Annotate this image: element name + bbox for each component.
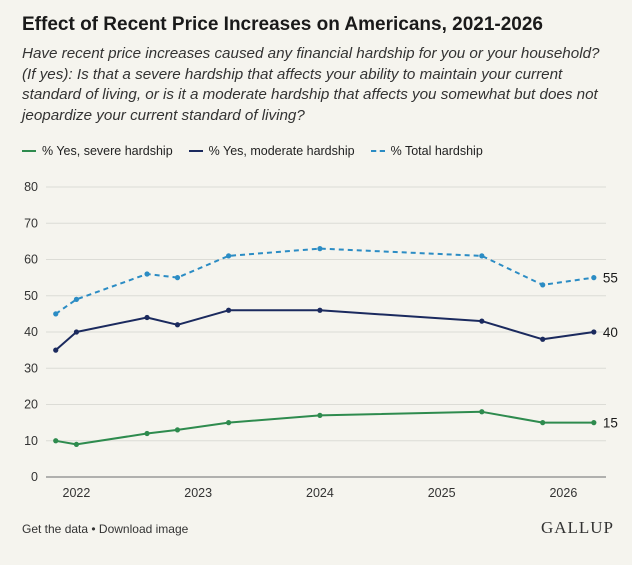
y-tick-label: 60: [24, 253, 38, 267]
series-line-2: [55, 247, 594, 315]
legend: % Yes, severe hardship % Yes, moderate h…: [22, 144, 483, 158]
chart-subtitle: Have recent price increases caused any f…: [22, 45, 600, 124]
legend-item-total: % Total hardship: [370, 144, 483, 158]
legend-item-moderate: % Yes, moderate hardship: [188, 144, 355, 158]
data-point: [317, 412, 323, 418]
legend-label-severe: % Yes, severe hardship: [42, 144, 173, 158]
data-point: [174, 275, 181, 281]
end-value-label: 40: [603, 325, 618, 340]
footer-links: Get the data • Download image: [22, 522, 188, 536]
y-tick-label: 0: [31, 470, 38, 484]
data-point: [226, 307, 232, 313]
data-point: [53, 438, 59, 444]
legend-swatch-moderate: [188, 150, 203, 152]
x-tick-label: 2023: [184, 486, 212, 500]
y-tick-label: 30: [24, 361, 38, 375]
data-point: [591, 275, 597, 281]
x-tick-label: 2026: [549, 486, 577, 500]
data-point: [317, 307, 323, 313]
y-tick-label: 70: [24, 216, 38, 230]
x-tick-label: 2025: [428, 486, 456, 500]
data-point: [540, 336, 546, 342]
data-point: [591, 420, 597, 426]
download-image-link[interactable]: Download image: [98, 522, 189, 536]
get-data-link[interactable]: Get the data: [22, 522, 89, 536]
end-value-label: 15: [603, 416, 618, 431]
data-point: [479, 318, 485, 324]
legend-label-total: % Total hardship: [390, 144, 483, 158]
y-tick-label: 20: [24, 398, 38, 412]
data-point: [479, 253, 485, 259]
data-point: [73, 329, 80, 335]
chart-title: Effect of Recent Price Increases on Amer…: [22, 14, 543, 35]
series-line-1: [55, 309, 594, 351]
y-tick-label: 10: [24, 434, 38, 448]
data-point: [144, 314, 150, 321]
legend-swatch-severe: [22, 150, 36, 152]
data-point: [53, 347, 59, 353]
legend-item-severe: % Yes, severe hardship: [22, 144, 173, 158]
data-point: [174, 427, 181, 433]
y-tick-label: 50: [24, 289, 38, 303]
data-point: [144, 271, 150, 277]
line-chart: 0 10 20 30 40 50 60 70 80 2022 2023 2024 2025 2026 15 4…: [24, 180, 618, 500]
data-point: [73, 296, 80, 302]
end-value-label: 55: [603, 271, 618, 286]
data-point: [317, 246, 323, 252]
data-point: [591, 329, 597, 335]
data-point: [53, 311, 59, 317]
data-point: [479, 409, 485, 415]
gallup-logo: GALLUP: [540, 518, 614, 537]
data-point: [226, 253, 232, 259]
data-point: [73, 441, 80, 447]
y-tick-label: 40: [24, 325, 38, 339]
series-line-0: [55, 410, 594, 446]
data-point: [540, 420, 546, 426]
y-tick-label: 80: [24, 180, 38, 194]
legend-swatch-total: [370, 150, 385, 152]
data-point: [540, 282, 546, 288]
legend-label-moderate: % Yes, moderate hardship: [208, 144, 355, 158]
data-point: [226, 420, 232, 426]
data-point: [174, 322, 181, 328]
data-point: [144, 430, 150, 437]
footer-separator: •: [88, 522, 99, 536]
x-tick-label: 2024: [306, 486, 334, 500]
x-tick-label: 2022: [63, 486, 91, 500]
